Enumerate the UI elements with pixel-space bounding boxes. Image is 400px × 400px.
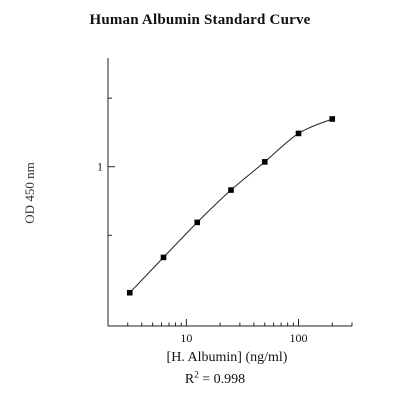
x-tick-label: 100 (290, 331, 308, 345)
chart-curve-group (129, 118, 333, 294)
chart-axes: 10 100 1 (97, 58, 353, 345)
r-squared-value: = 0.998 (198, 372, 246, 387)
data-point-marker (329, 116, 336, 122)
x-tick-label: 10 (180, 331, 192, 345)
y-tick-label: 1 (97, 160, 103, 174)
r-squared-annotation: R2 = 0.998 (150, 369, 280, 388)
data-point-marker (295, 130, 302, 137)
data-point-marker (194, 219, 201, 226)
data-point-marker (126, 289, 133, 296)
chart-title: Human Albumin Standard Curve (89, 12, 311, 28)
chart-markers-group (126, 116, 336, 296)
y-axis-label: OD 450 nm (22, 162, 37, 224)
data-point-marker (160, 254, 167, 261)
x-axis-label: [H. Albumin] (ng/ml) (166, 350, 288, 365)
standard-curve-line (129, 118, 333, 294)
data-point-marker (228, 187, 234, 193)
data-point-marker (261, 159, 268, 165)
r-squared-exponent: 2 (194, 369, 199, 380)
r-squared-prefix: R (184, 372, 195, 387)
